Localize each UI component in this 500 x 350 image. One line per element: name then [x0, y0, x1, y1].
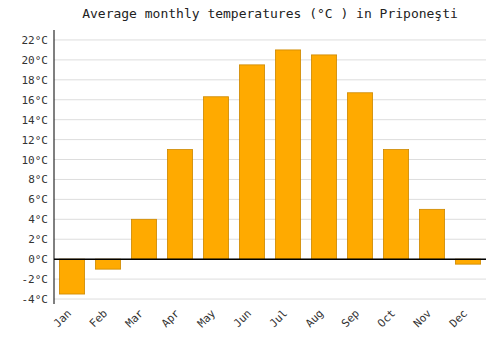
- bar: [311, 55, 336, 259]
- grid-line: [54, 179, 486, 180]
- x-tick-label: Jan: [51, 307, 74, 330]
- chart: Average monthly temperatures (°C ) in Pr…: [0, 0, 500, 350]
- y-tick-label: 8°C: [28, 173, 48, 186]
- y-tick-label: 4°C: [28, 213, 48, 226]
- y-tick-label: 14°C: [22, 114, 49, 127]
- grid-line: [54, 59, 486, 60]
- y-tick-label: 6°C: [28, 193, 48, 206]
- grid-line: [54, 199, 486, 200]
- y-tick-label: 2°C: [28, 233, 48, 246]
- grid-line: [54, 119, 486, 120]
- x-tick-label: Dec: [447, 307, 470, 330]
- y-tick-labels: -4°C -2°C 0°C 2°C 4°C 6°C 8°C 10°C 12°C 14°C 16°C 1…: [22, 34, 49, 306]
- bar: [275, 50, 300, 259]
- grid-line: [54, 79, 486, 80]
- bar: [347, 93, 372, 259]
- grid-line: [54, 299, 486, 300]
- x-tick-label: May: [195, 307, 219, 331]
- y-axis-line: [54, 30, 55, 304]
- y-tick-label: 12°C: [22, 134, 49, 147]
- x-tick-label: Jul: [267, 307, 290, 330]
- grid-line: [54, 279, 486, 280]
- bar: [131, 219, 156, 259]
- grid: [54, 40, 486, 299]
- zero-line: [54, 258, 486, 260]
- bars: [59, 50, 480, 294]
- x-tick-label: Sep: [339, 307, 362, 330]
- grid-line: [54, 139, 486, 140]
- x-tick-label: Aug: [303, 307, 326, 330]
- y-tick-label: 10°C: [22, 154, 49, 167]
- y-tick-label: 0°C: [28, 253, 48, 266]
- y-tick-label: -2°C: [22, 273, 49, 286]
- bar: [95, 259, 120, 269]
- grid-line: [54, 99, 486, 100]
- grid-line: [54, 159, 486, 160]
- x-tick-labels: Jan Feb Mar Apr May Jun Jul Aug Sep Oct Nov Dec: [51, 307, 470, 331]
- bar: [239, 65, 264, 259]
- bar: [419, 209, 444, 259]
- y-tick-label: 16°C: [22, 94, 49, 107]
- y-tick-label: -4°C: [22, 293, 49, 306]
- y-tick-label: 22°C: [22, 34, 49, 47]
- title: Average monthly temperatures (°C ) in Pr…: [82, 6, 458, 21]
- x-tick-label: Oct: [375, 307, 398, 330]
- x-tick-label: Jun: [231, 307, 254, 330]
- bar: [383, 150, 408, 260]
- x-tick-label: Nov: [411, 307, 435, 331]
- x-tick-label: Apr: [159, 307, 183, 331]
- x-tick-label: Mar: [123, 307, 147, 331]
- grid-line: [54, 259, 486, 260]
- bar: [59, 259, 84, 294]
- grid-line: [54, 39, 486, 40]
- y-tick-label: 18°C: [22, 74, 49, 87]
- x-tick-label: Feb: [87, 307, 110, 330]
- bar: [203, 97, 228, 259]
- y-tick-label: 20°C: [22, 54, 49, 67]
- bar: [167, 150, 192, 260]
